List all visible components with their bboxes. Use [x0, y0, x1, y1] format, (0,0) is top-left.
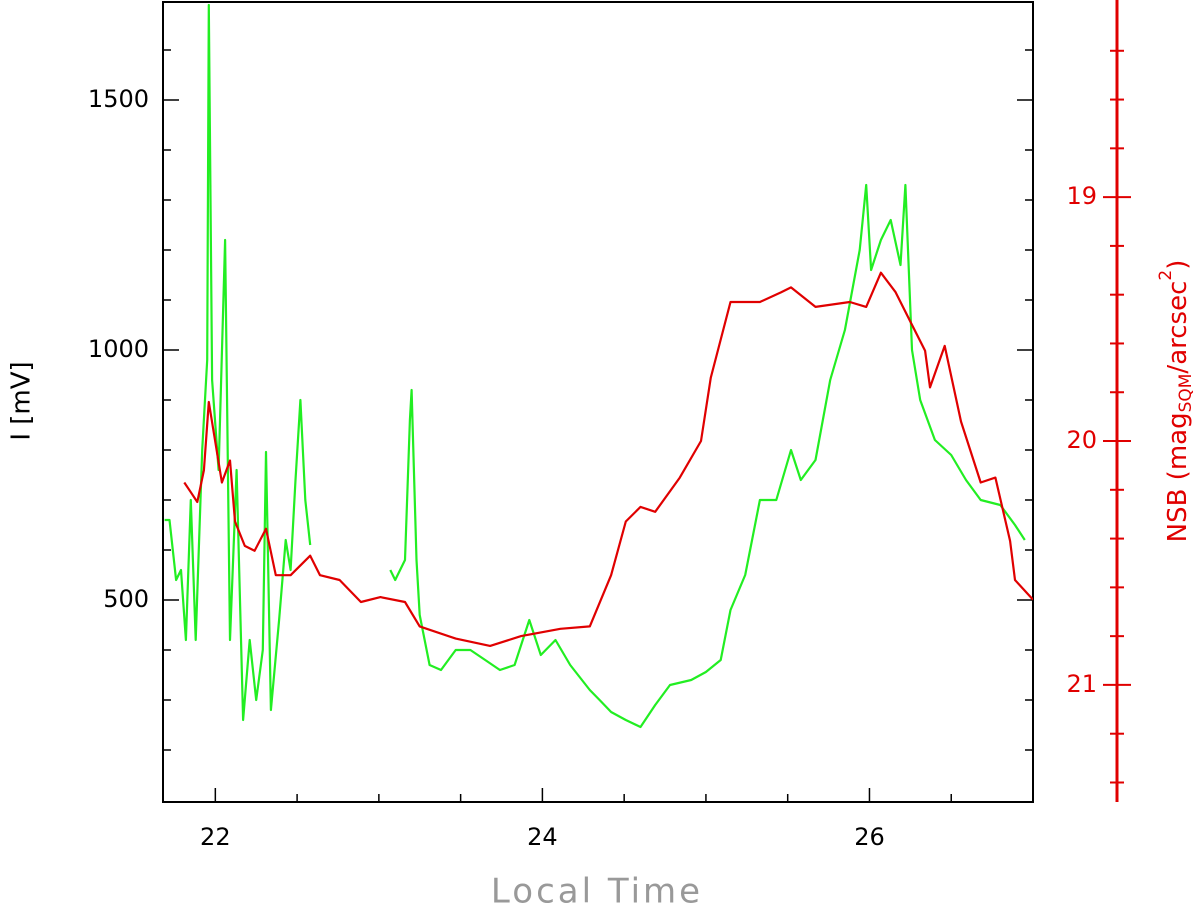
data-line [164, 3, 1026, 729]
y2-tick-label: 19 [1066, 182, 1097, 210]
data-line [183, 271, 1033, 647]
y2-axis-label-part: NSB (mag [1163, 412, 1193, 542]
y-axis-label: I [mV] [7, 361, 37, 440]
x-axis-label: Local Time [491, 872, 703, 911]
y-tick-label: 500 [103, 585, 149, 613]
y2-axis-label-part: /arcsec [1163, 281, 1193, 374]
y2-axis-label-part: ) [1163, 260, 1193, 270]
x-tick-label: 26 [854, 823, 885, 851]
plot-frame [162, 1, 1034, 803]
y-tick-label: 1500 [88, 85, 149, 113]
y2-tick-label: 21 [1066, 670, 1097, 698]
y2-axis-label-part: 2 [1156, 270, 1176, 281]
y2-axis-label-part: SQM [1176, 374, 1196, 413]
x-tick-label: 22 [200, 823, 231, 851]
x-tick-label: 24 [527, 823, 558, 851]
y2-axis-label: NSB (magSQM/arcsec2) [1156, 260, 1196, 543]
y2-tick-label: 20 [1066, 426, 1097, 454]
y-tick-label: 1000 [88, 335, 149, 363]
